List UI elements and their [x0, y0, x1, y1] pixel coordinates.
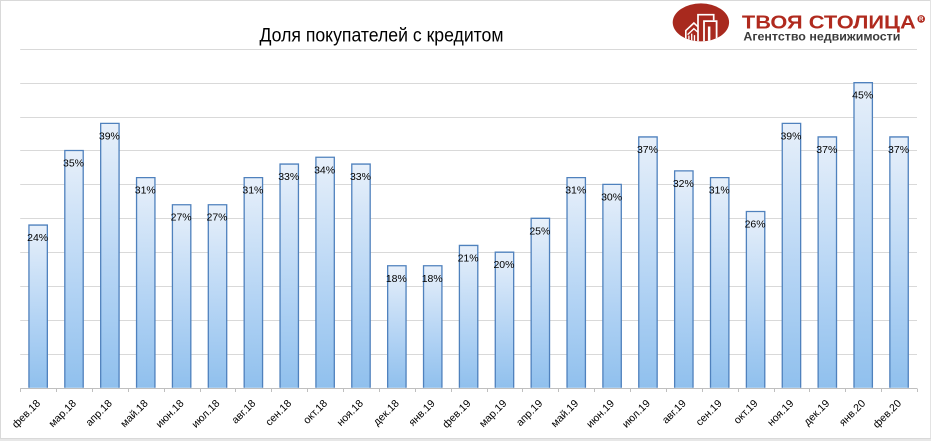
svg-text:27%: 27%: [206, 212, 227, 224]
svg-text:37%: 37%: [637, 144, 658, 156]
svg-text:31%: 31%: [242, 185, 263, 197]
svg-text:32%: 32%: [673, 178, 694, 190]
svg-text:31%: 31%: [565, 185, 586, 197]
svg-text:33%: 33%: [278, 171, 299, 183]
svg-text:ТВОЯ СТОЛИЦА: ТВОЯ СТОЛИЦА: [742, 12, 916, 32]
svg-text:31%: 31%: [135, 185, 156, 197]
svg-text:R: R: [919, 16, 924, 23]
svg-text:Агентство недвижимости: Агентство недвижимости: [743, 32, 900, 44]
svg-text:18%: 18%: [422, 273, 443, 285]
svg-text:24%: 24%: [27, 232, 48, 244]
svg-text:37%: 37%: [888, 144, 909, 156]
svg-text:30%: 30%: [601, 191, 622, 203]
svg-text:Доля покупателей с кредитом: Доля покупателей с кредитом: [260, 25, 504, 46]
svg-text:18%: 18%: [386, 273, 407, 285]
svg-text:21%: 21%: [458, 252, 479, 264]
svg-text:39%: 39%: [99, 130, 120, 142]
svg-text:31%: 31%: [709, 185, 730, 197]
svg-text:25%: 25%: [529, 225, 550, 237]
svg-text:20%: 20%: [493, 259, 514, 271]
svg-text:35%: 35%: [63, 158, 84, 170]
svg-text:33%: 33%: [350, 171, 371, 183]
svg-text:37%: 37%: [816, 144, 837, 156]
svg-text:34%: 34%: [314, 164, 335, 176]
svg-text:39%: 39%: [780, 130, 801, 142]
svg-text:45%: 45%: [852, 90, 873, 102]
svg-text:26%: 26%: [745, 219, 766, 231]
svg-text:27%: 27%: [171, 212, 192, 224]
